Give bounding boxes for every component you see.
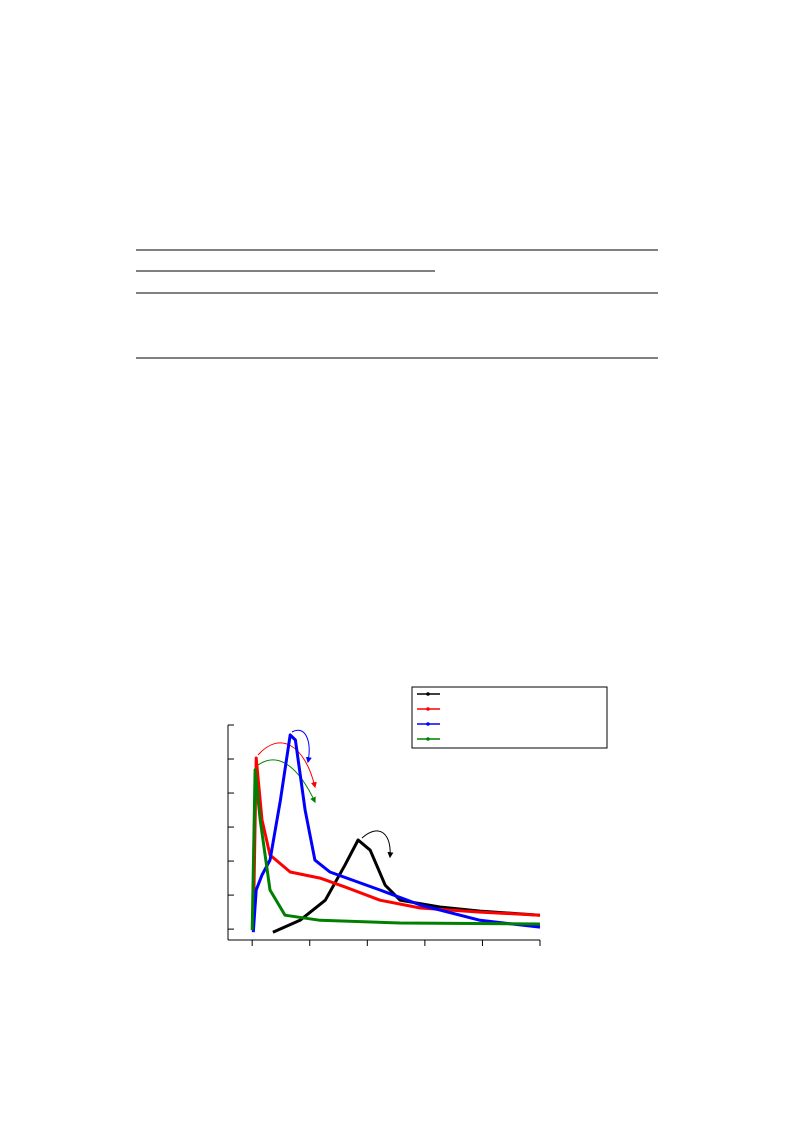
legend-marker [426,722,430,726]
legend-marker [426,692,430,696]
arrow [361,830,394,859]
legend-marker [426,707,430,711]
annotation-arrows [257,729,394,859]
legend-box [411,686,608,749]
legend-marker [426,737,430,741]
series-line [250,768,541,931]
arrow [291,729,312,764]
series-line [251,733,541,933]
arrow [257,742,317,789]
series-line [251,756,541,931]
series-line [272,838,541,934]
arrow [257,759,316,804]
